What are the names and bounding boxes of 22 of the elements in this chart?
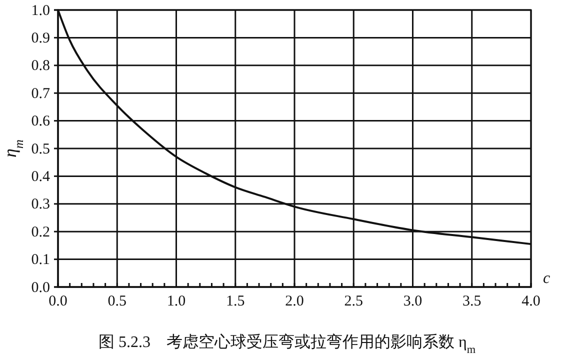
x-tick-label: 1.5 <box>226 294 245 310</box>
text: 图 5.2.3 考虑空心球受压弯或拉弯作用的影响系数 η$_{m}$ <box>98 333 476 356</box>
x-tick-label: 2.0 <box>285 294 304 310</box>
y-tick-label: 0.6 <box>31 114 50 130</box>
y-tick-label: 0.4 <box>31 169 50 185</box>
x-tick-label: 0.5 <box>108 294 126 310</box>
y-tick-label: 0.0 <box>31 280 50 296</box>
y-tick-label: 0.2 <box>31 224 50 240</box>
x-axis-title: c <box>543 270 550 287</box>
x-tick-label: 2.5 <box>344 294 363 310</box>
y-tick-label: 0.9 <box>31 30 50 46</box>
y-tick-label: 0.5 <box>31 141 50 158</box>
x-tick-label: 0.0 <box>48 294 68 310</box>
x-tick-label: 4.0 <box>522 294 540 310</box>
y-tick-label: 0.1 <box>31 252 50 268</box>
x-tick-label: 3.5 <box>462 294 482 310</box>
y-tick-label: 0.7 <box>31 86 50 102</box>
x-tick-label: 1.0 <box>166 294 186 310</box>
x-tick-label: 3.0 <box>403 294 422 310</box>
y-tick-label: 0.3 <box>31 196 50 213</box>
y-tick-label: 1.0 <box>31 2 50 19</box>
y-tick-label: 0.8 <box>31 58 50 74</box>
